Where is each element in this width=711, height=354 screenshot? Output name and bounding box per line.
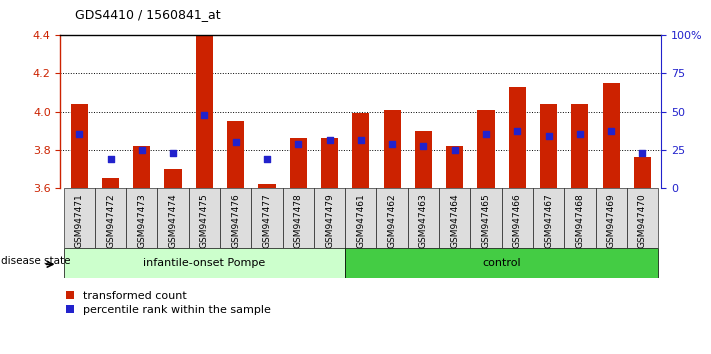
Bar [164, 169, 182, 188]
Text: GDS4410 / 1560841_at: GDS4410 / 1560841_at [75, 8, 220, 21]
Text: disease state: disease state [1, 256, 70, 266]
Bar [533, 188, 565, 248]
Bar [196, 35, 213, 188]
Point [105, 156, 116, 162]
Bar [439, 188, 471, 248]
Bar [345, 188, 377, 248]
Bar [471, 188, 502, 248]
Bar [477, 110, 495, 188]
Bar [227, 121, 245, 188]
Text: GSM947465: GSM947465 [481, 194, 491, 249]
Bar [352, 113, 370, 188]
Point [356, 137, 367, 143]
Point [574, 131, 586, 137]
Point [606, 128, 617, 133]
Text: GSM947473: GSM947473 [137, 194, 146, 249]
Text: GSM947469: GSM947469 [606, 194, 616, 249]
Bar [289, 138, 307, 188]
Text: GSM947471: GSM947471 [75, 194, 84, 249]
Bar [383, 110, 401, 188]
Bar [345, 248, 658, 278]
Bar [95, 188, 126, 248]
Text: GSM947475: GSM947475 [200, 194, 209, 249]
Bar [540, 104, 557, 188]
Bar [408, 188, 439, 248]
Text: GSM947462: GSM947462 [387, 194, 397, 248]
Text: infantile-onset Pompe: infantile-onset Pompe [143, 258, 265, 268]
Bar [188, 188, 220, 248]
Bar [70, 104, 88, 188]
Text: GSM947464: GSM947464 [450, 194, 459, 248]
Bar [220, 188, 251, 248]
Bar [63, 188, 95, 248]
Text: GSM947467: GSM947467 [544, 194, 553, 249]
Text: GSM947461: GSM947461 [356, 194, 365, 249]
Point [261, 156, 272, 162]
Text: GSM947478: GSM947478 [294, 194, 303, 249]
Bar [415, 131, 432, 188]
Bar [63, 248, 345, 278]
Text: GSM947476: GSM947476 [231, 194, 240, 249]
Bar [565, 188, 596, 248]
Bar [627, 188, 658, 248]
Text: GSM947466: GSM947466 [513, 194, 522, 249]
Text: GSM947479: GSM947479 [325, 194, 334, 249]
Text: GSM947463: GSM947463 [419, 194, 428, 249]
Bar [321, 138, 338, 188]
Bar [133, 146, 151, 188]
Bar [251, 188, 282, 248]
Bar [502, 188, 533, 248]
Point [167, 150, 178, 156]
Point [543, 133, 555, 139]
Point [449, 147, 461, 153]
Point [637, 150, 648, 156]
Legend: transformed count, percentile rank within the sample: transformed count, percentile rank withi… [66, 291, 270, 315]
Text: GSM947474: GSM947474 [169, 194, 178, 248]
Text: GSM947468: GSM947468 [575, 194, 584, 249]
Point [198, 113, 210, 118]
Text: GSM947470: GSM947470 [638, 194, 647, 249]
Point [136, 147, 147, 153]
Bar [596, 188, 627, 248]
Bar [634, 157, 651, 188]
Point [418, 143, 429, 149]
Point [387, 141, 398, 147]
Bar [157, 188, 188, 248]
Point [230, 139, 241, 145]
Bar [508, 87, 526, 188]
Bar [102, 178, 119, 188]
Bar [377, 188, 408, 248]
Point [73, 131, 85, 137]
Bar [126, 188, 157, 248]
Point [292, 141, 304, 147]
Bar [314, 188, 345, 248]
Bar [446, 146, 464, 188]
Text: control: control [482, 258, 521, 268]
Bar [602, 83, 620, 188]
Point [481, 131, 492, 137]
Point [512, 128, 523, 133]
Point [324, 137, 335, 143]
Text: GSM947472: GSM947472 [106, 194, 115, 248]
Text: GSM947477: GSM947477 [262, 194, 272, 249]
Bar [282, 188, 314, 248]
Bar [571, 104, 589, 188]
Bar [258, 184, 276, 188]
